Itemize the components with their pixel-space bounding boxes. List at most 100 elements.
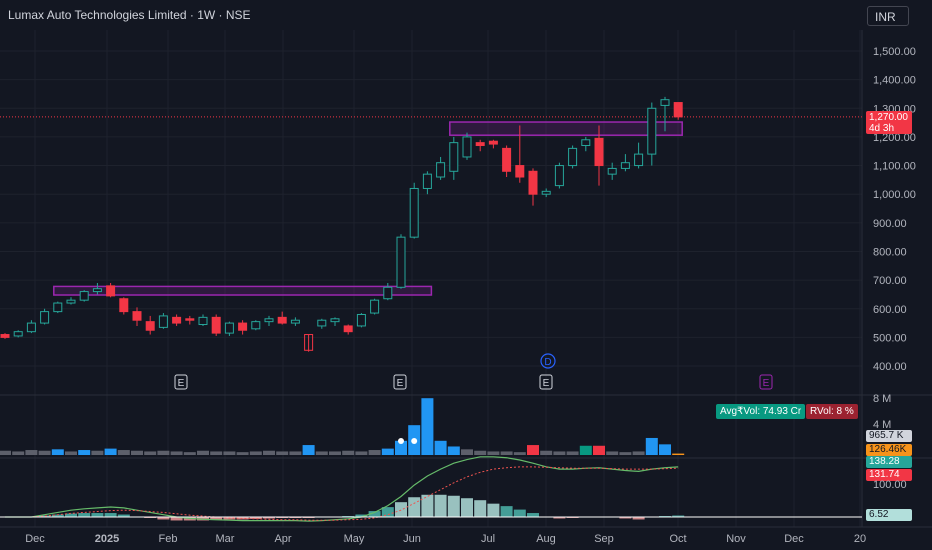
candle-body[interactable] <box>422 173 432 189</box>
candle-body[interactable] <box>568 147 578 167</box>
candle-body[interactable] <box>79 291 89 301</box>
bar-countdown: 4d 3h <box>869 123 895 134</box>
candle-body[interactable] <box>198 316 208 326</box>
candle-body[interactable] <box>396 236 406 288</box>
earnings-marker[interactable] <box>174 374 188 390</box>
candle-body[interactable] <box>607 167 617 175</box>
volume-bar <box>659 444 671 455</box>
candle-body[interactable] <box>634 153 644 167</box>
volume-bar <box>170 451 183 455</box>
price-tick-label: 500.00 <box>873 332 907 344</box>
candle-body[interactable] <box>462 136 472 158</box>
candle-body[interactable] <box>502 147 512 172</box>
time-axis-label: May <box>344 533 365 545</box>
candle-body[interactable] <box>53 302 63 313</box>
candle-body[interactable] <box>383 286 393 300</box>
candle-body[interactable] <box>26 322 36 333</box>
candle-body[interactable] <box>541 190 551 195</box>
indicator-histogram-bar <box>104 513 117 517</box>
candle-body[interactable] <box>620 162 630 169</box>
candle-body[interactable] <box>172 316 182 324</box>
candle-body[interactable] <box>264 318 274 323</box>
volume-bar <box>579 445 592 455</box>
candle-body[interactable] <box>13 331 23 337</box>
indicator-histogram-bar <box>527 513 539 517</box>
consolidation-box[interactable] <box>449 121 683 136</box>
volume-signal-dot <box>411 438 418 444</box>
price-tick-label: 900.00 <box>873 218 907 230</box>
candle-body[interactable] <box>0 334 10 338</box>
candle-body[interactable] <box>594 137 604 167</box>
earnings-marker[interactable] <box>539 374 553 390</box>
volume-bar <box>500 451 513 455</box>
candle-body[interactable] <box>356 313 366 327</box>
volume-bar <box>540 450 553 455</box>
candle-body[interactable] <box>119 298 129 313</box>
candle-body[interactable] <box>224 322 234 334</box>
candle-body[interactable] <box>515 165 525 178</box>
time-axis-label: Sep <box>594 533 614 545</box>
indicator-histogram-bar <box>157 517 170 520</box>
candle-body[interactable] <box>343 325 353 333</box>
indicator-histogram-bar <box>434 494 447 517</box>
indicator-histogram-bar <box>619 517 632 519</box>
candle-body[interactable] <box>40 311 50 324</box>
candle-body[interactable] <box>304 334 314 351</box>
candle-body[interactable] <box>251 321 261 330</box>
candle-body[interactable] <box>554 165 564 187</box>
indicator-histogram-bar <box>408 497 421 517</box>
candle-body[interactable] <box>581 139 591 147</box>
candle-body[interactable] <box>647 107 657 155</box>
candle-body[interactable] <box>317 319 327 327</box>
volume-bar <box>355 451 368 455</box>
earnings-marker[interactable] <box>393 374 407 390</box>
candle-body[interactable] <box>211 316 221 334</box>
volume-bar <box>38 450 51 455</box>
candle-body[interactable] <box>185 318 195 321</box>
indicator-histogram-bar <box>487 503 500 517</box>
candle-body[interactable] <box>290 319 300 324</box>
volume-bar <box>381 448 394 455</box>
volume-bar <box>645 437 658 455</box>
indicator-hist-tag: 6.52 <box>866 509 912 521</box>
time-axis-label: Jul <box>481 533 495 545</box>
candle-body[interactable] <box>145 321 155 331</box>
candle-body[interactable] <box>436 162 446 178</box>
volume-axis-mid: 4 M <box>873 419 892 431</box>
consolidation-box[interactable] <box>53 285 433 296</box>
candle-body[interactable] <box>106 285 116 297</box>
candle-body[interactable] <box>238 322 248 331</box>
indicator-histogram-bar <box>381 507 394 517</box>
dividend-marker[interactable] <box>540 353 556 369</box>
candle-body[interactable] <box>92 288 102 293</box>
indicator-axis-label: 100.00 <box>873 479 907 491</box>
candle-body[interactable] <box>488 140 498 145</box>
candle-body[interactable] <box>158 315 168 328</box>
indicator-histogram-bar <box>117 514 130 517</box>
candle-body[interactable] <box>370 299 380 314</box>
indicator-histogram-bar <box>500 506 513 517</box>
currency-button[interactable]: INR <box>867 6 909 26</box>
candle-body[interactable] <box>475 142 485 147</box>
time-axis-label: Feb <box>159 533 178 545</box>
dividend-marker-label: D <box>544 357 551 368</box>
indicator-histogram-bar <box>249 517 262 519</box>
candle-body[interactable] <box>66 299 76 304</box>
candle-body[interactable] <box>449 142 459 172</box>
volume-bar <box>236 452 249 455</box>
time-axis-label: Apr <box>274 533 291 545</box>
price-tick-label: 800.00 <box>873 246 907 258</box>
candle-body[interactable] <box>277 316 287 324</box>
volume-bar <box>276 451 289 455</box>
candle-body[interactable] <box>660 99 670 106</box>
candle-body[interactable] <box>330 318 340 323</box>
candle-body[interactable] <box>528 170 538 195</box>
volume-bar <box>487 451 500 455</box>
volume-bar <box>302 445 315 455</box>
candle-body[interactable] <box>409 187 419 238</box>
earnings-marker-label: E <box>763 378 770 389</box>
candle-body[interactable] <box>673 102 683 118</box>
candle-body[interactable] <box>132 311 142 321</box>
earnings-marker[interactable] <box>759 374 773 390</box>
